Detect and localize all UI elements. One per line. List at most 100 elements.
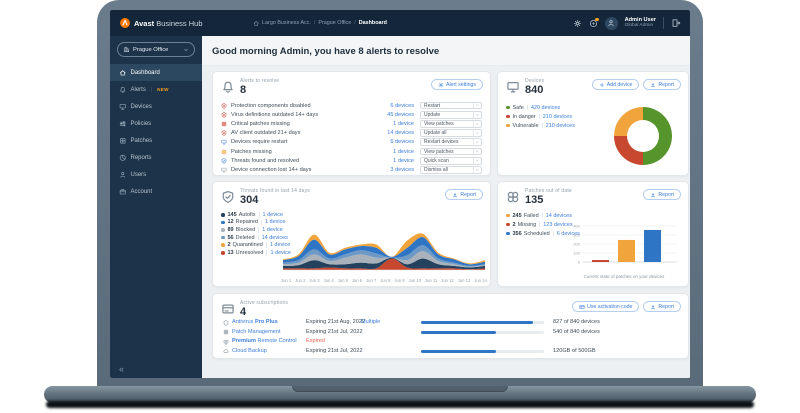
legend-devices-link[interactable]: 123 devices <box>543 221 573 228</box>
legend-devices-link[interactable]: 420 devices <box>530 104 561 111</box>
chevron-down-icon <box>473 130 481 137</box>
subscription-card-icon <box>221 302 235 316</box>
legend-label: Blocked <box>235 226 256 233</box>
legend-devices-link[interactable]: 210 devices <box>545 122 575 129</box>
alert-devices-link[interactable]: 6 devices <box>390 102 414 109</box>
chevron-down-icon <box>473 167 481 173</box>
alert-row: AV client outdated 21+ days 14 devices Upd… <box>221 129 482 138</box>
legend-devices-link[interactable]: 1 device <box>269 242 291 249</box>
legend-devices-link[interactable]: 1 device <box>262 211 284 218</box>
alert-action-select[interactable]: View patches <box>420 147 482 156</box>
building-icon <box>123 46 130 53</box>
subscription-name-link[interactable]: Antivirus Pro Plus <box>232 319 278 325</box>
usage-progress-fill <box>421 321 533 325</box>
breadcrumb-item[interactable]: Largo Business Acc. <box>262 20 311 26</box>
alert-devices-link[interactable]: 45 devices <box>387 111 414 118</box>
sidebar-item-dashboard[interactable]: Dashboard <box>110 64 202 81</box>
alert-settings-button[interactable]: Alert settings <box>431 79 483 90</box>
alert-devices-link[interactable]: 3 devices <box>390 166 414 173</box>
notifications-icon[interactable] <box>589 17 599 28</box>
home-icon[interactable] <box>253 20 260 27</box>
sidebar-item-alerts[interactable]: Alerts | NEW <box>110 81 202 98</box>
alert-devices-link[interactable]: 1 device <box>393 120 414 127</box>
alert-action-select[interactable]: Restart devices <box>420 138 482 147</box>
legend-devices-link[interactable]: 1 device <box>262 226 283 233</box>
x-axis-label: Jun 4 <box>323 278 334 283</box>
sidebar-item-users[interactable]: Users <box>110 166 202 183</box>
legend-value: 12 <box>227 219 234 226</box>
alert-row: Devices require restart 6 devices Restart … <box>221 138 482 147</box>
x-axis-label: Jun 6 <box>351 278 363 283</box>
legend-devices-link[interactable]: 210 devices <box>542 113 573 120</box>
multiple-link[interactable]: Multiple <box>361 319 381 325</box>
subscription-name-link[interactable]: Cloud Backup <box>232 347 267 354</box>
alert-action-label: Restart devices <box>424 139 459 146</box>
legend-value: 245 <box>512 212 522 219</box>
threats-area-chart: Jun 1 Jun 2 Jun 3 Jun 4 Jun 5 Jun 6 Jun 7 Jun 8… <box>281 228 487 283</box>
alert-text: Patches missing <box>231 148 272 155</box>
patch-icon <box>119 137 127 145</box>
settings-icon[interactable] <box>573 19 582 28</box>
alert-devices-link[interactable]: 1 device <box>393 148 414 155</box>
sidebar-item-label: Users <box>130 171 147 178</box>
laptop-base <box>44 386 756 403</box>
shieldCheck-icon <box>221 158 227 164</box>
patches-legend: 245 Failed 14 devices 2 Missing 123 devices 35… <box>506 211 580 238</box>
sidebar-item-account[interactable]: Account <box>110 183 202 200</box>
cloud-icon <box>223 348 229 354</box>
subscription-name-link[interactable]: Patch Management <box>232 328 281 335</box>
legend-value: 56 <box>227 234 234 241</box>
legend-devices-link[interactable]: 1 device <box>264 219 286 226</box>
alert-action-select[interactable]: Update all <box>420 129 482 138</box>
use-activation-code-button[interactable]: Use activation code <box>572 301 640 312</box>
alert-action-select[interactable]: View patches <box>420 120 482 128</box>
sidebar-item-policies[interactable]: Policies <box>110 115 202 132</box>
dashboard-screen: Avast Business Hub Largo Business Acc. / P… <box>110 10 690 378</box>
sidebar-item-devices[interactable]: Devices <box>110 98 202 115</box>
badge-separator: | <box>150 86 153 93</box>
breadcrumb: Largo Business Acc. / Prague Office / Dashbo… <box>253 20 387 27</box>
legend-label: Missing <box>517 221 537 228</box>
patches-report-button[interactable]: Report <box>643 189 681 200</box>
alert-devices-link[interactable]: 1 device <box>393 157 414 164</box>
sidebar-collapse[interactable]: « <box>119 364 125 374</box>
legend-devices-link[interactable]: 6 devices <box>556 230 580 237</box>
threats-report-button[interactable]: Report <box>445 189 483 200</box>
svg-text:200: 200 <box>573 241 580 246</box>
subscription-name-link[interactable]: Premium Remote Control <box>232 338 297 345</box>
legend-value: 13 <box>227 249 234 256</box>
x-axis-label: Jun 14 <box>474 278 487 283</box>
subscriptions-report-button[interactable]: Report <box>643 301 681 312</box>
legend-devices-link[interactable]: 1 device <box>270 249 291 256</box>
org-label: Prague Office <box>133 46 169 53</box>
add-device-button[interactable]: Add device <box>591 79 640 90</box>
sidebar-item-reports[interactable]: Reports <box>110 149 202 166</box>
briefcase-icon <box>119 188 127 196</box>
legend-devices-link[interactable]: 14 devices <box>545 212 572 219</box>
alert-action-label: Update all <box>424 130 447 137</box>
alert-devices-link[interactable]: 6 devices <box>390 139 414 146</box>
alert-action-select[interactable]: Quick scan <box>420 156 482 165</box>
chevron-down-icon <box>475 140 480 145</box>
usage-text: 120GB of 500GB <box>553 347 596 354</box>
legend-value: 356 <box>512 230 522 237</box>
usage-progress-fill <box>421 349 497 353</box>
sidebar-item-patches[interactable]: Patches <box>110 132 202 149</box>
patches-bar-chart: 400 300 200 100 0 Current state of patches o… <box>565 222 683 279</box>
alert-action-select[interactable]: Restart <box>420 101 482 110</box>
legend-divider <box>260 219 262 226</box>
legend-devices-link[interactable]: 14 devices <box>261 234 288 241</box>
alert-devices-link[interactable]: 14 devices <box>387 130 414 137</box>
alert-action-select[interactable]: Dismiss all <box>420 166 482 174</box>
breadcrumb-item[interactable]: Prague Office <box>318 20 352 26</box>
x-axis-label: Jun 13 <box>457 278 471 283</box>
user-block[interactable]: Admin User Global Admin <box>625 17 656 29</box>
devices-report-button[interactable]: Report <box>643 79 681 90</box>
logout-icon[interactable] <box>671 18 681 28</box>
chevron-down-icon <box>473 111 481 118</box>
org-selector[interactable]: Prague Office <box>117 42 195 57</box>
avatar[interactable] <box>604 16 618 30</box>
alert-action-select[interactable]: Update <box>420 110 482 119</box>
threats-card: Threats found in last 14 days 304 Report… <box>212 181 491 287</box>
breadcrumb-item[interactable]: Dashboard <box>358 20 387 26</box>
